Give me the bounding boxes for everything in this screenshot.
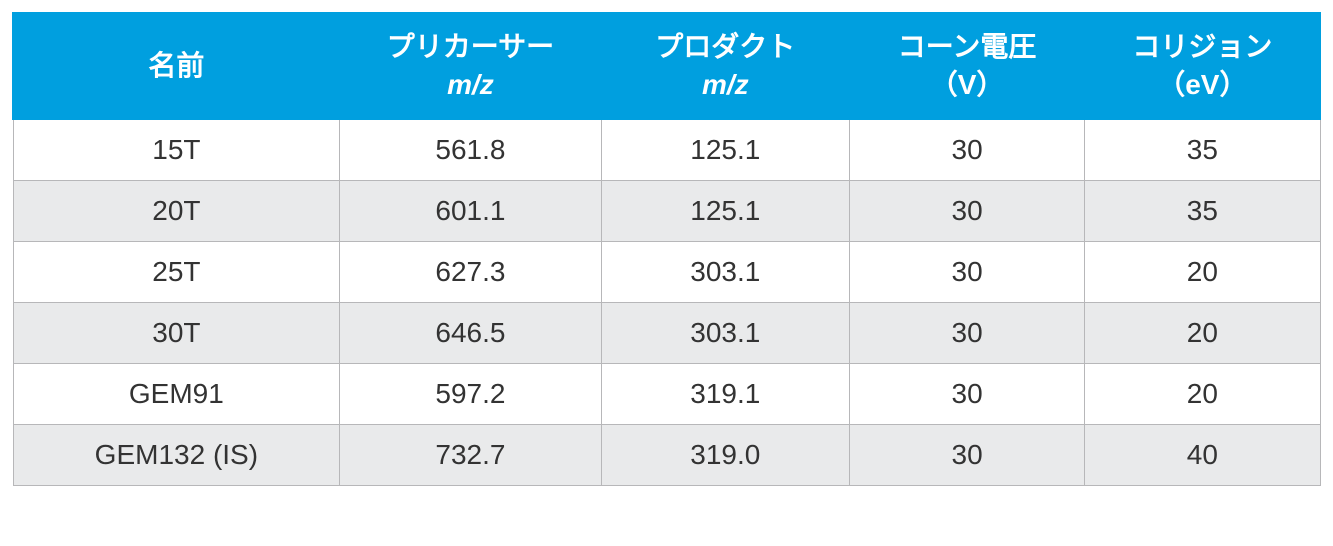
cell-cone: 30 [849, 302, 1084, 363]
cell-collision: 35 [1085, 119, 1320, 181]
col-header-precursor: プリカーサー m/z [340, 13, 601, 119]
table-row: 25T 627.3 303.1 30 20 [13, 241, 1320, 302]
col-header-collision-line2: （eV） [1157, 69, 1247, 100]
cell-precursor: 646.5 [340, 302, 601, 363]
cell-name: GEM132 (IS) [13, 424, 340, 485]
cell-precursor: 732.7 [340, 424, 601, 485]
cell-cone: 30 [849, 241, 1084, 302]
cell-name: 20T [13, 180, 340, 241]
table-row: GEM132 (IS) 732.7 319.0 30 40 [13, 424, 1320, 485]
cell-name: GEM91 [13, 363, 340, 424]
cell-collision: 20 [1085, 363, 1320, 424]
cell-name: 25T [13, 241, 340, 302]
cell-cone: 30 [849, 119, 1084, 181]
table-row: 15T 561.8 125.1 30 35 [13, 119, 1320, 181]
col-header-precursor-line1: プリカーサー [387, 31, 554, 62]
cell-precursor: 627.3 [340, 241, 601, 302]
cell-product: 125.1 [601, 180, 849, 241]
col-header-collision-line1: コリジョン [1132, 31, 1272, 62]
col-header-name-line1: 名前 [148, 50, 204, 81]
mrm-parameters-table: 名前 プリカーサー m/z プロダクト m/z コーン電圧 （V） コリジョン … [12, 12, 1321, 486]
cell-product: 303.1 [601, 302, 849, 363]
cell-cone: 30 [849, 363, 1084, 424]
cell-cone: 30 [849, 180, 1084, 241]
cell-product: 303.1 [601, 241, 849, 302]
cell-name: 30T [13, 302, 340, 363]
cell-collision: 40 [1085, 424, 1320, 485]
cell-precursor: 561.8 [340, 119, 601, 181]
cell-product: 319.0 [601, 424, 849, 485]
cell-precursor: 601.1 [340, 180, 601, 241]
cell-precursor: 597.2 [340, 363, 601, 424]
table-row: 30T 646.5 303.1 30 20 [13, 302, 1320, 363]
col-header-product: プロダクト m/z [601, 13, 849, 119]
table-row: GEM91 597.2 319.1 30 20 [13, 363, 1320, 424]
col-header-cone-line2: （V） [930, 69, 1005, 100]
col-header-product-line2: m/z [702, 69, 749, 100]
col-header-name: 名前 [13, 13, 340, 119]
cell-cone: 30 [849, 424, 1084, 485]
cell-collision: 20 [1085, 302, 1320, 363]
col-header-cone-line1: コーン電圧 [898, 31, 1037, 62]
cell-collision: 35 [1085, 180, 1320, 241]
table-row: 20T 601.1 125.1 30 35 [13, 180, 1320, 241]
cell-product: 319.1 [601, 363, 849, 424]
col-header-precursor-line2: m/z [447, 69, 494, 100]
col-header-collision: コリジョン （eV） [1085, 13, 1320, 119]
table-header-row: 名前 プリカーサー m/z プロダクト m/z コーン電圧 （V） コリジョン … [13, 13, 1320, 119]
cell-name: 15T [13, 119, 340, 181]
cell-product: 125.1 [601, 119, 849, 181]
col-header-product-line1: プロダクト [655, 31, 795, 62]
col-header-cone: コーン電圧 （V） [849, 13, 1084, 119]
cell-collision: 20 [1085, 241, 1320, 302]
